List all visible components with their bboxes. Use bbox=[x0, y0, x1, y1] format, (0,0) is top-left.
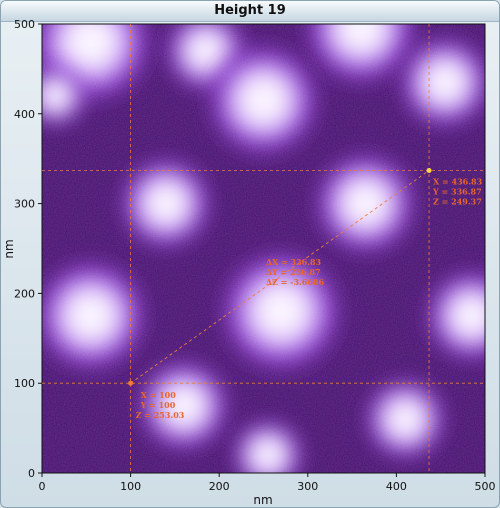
cursor-2-y-label: Y = 336.87 bbox=[432, 186, 482, 196]
cursor-2-z-label: Z = 249.37 bbox=[433, 196, 482, 206]
x-tick-label: 200 bbox=[209, 480, 230, 493]
y-tick-label: 200 bbox=[14, 287, 35, 300]
window-title: Height 19 bbox=[1, 1, 499, 22]
y-axis-label: nm bbox=[2, 239, 16, 258]
x-tick-label: 500 bbox=[475, 480, 496, 493]
x-tick-label: 0 bbox=[39, 480, 46, 493]
x-axis-label: nm bbox=[253, 493, 272, 507]
y-tick-label: 500 bbox=[14, 18, 35, 31]
cursor-crosshairs bbox=[42, 24, 485, 473]
plot-border bbox=[41, 23, 486, 474]
cursor-2-marker[interactable] bbox=[426, 167, 432, 173]
y-tick-label: 400 bbox=[14, 108, 35, 121]
y-tick-label: 100 bbox=[14, 377, 35, 390]
x-tick-label: 100 bbox=[120, 480, 141, 493]
y-tick-label: 300 bbox=[14, 198, 35, 211]
x-tick-label: 400 bbox=[386, 480, 407, 493]
cursor-1-y-label: Y = 100 bbox=[140, 400, 176, 410]
cursor-1-z-label: Z = 253.03 bbox=[136, 410, 185, 420]
delta-y-label: ΔY = 236.87 bbox=[266, 267, 321, 277]
delta-z-label: ΔZ = -3.6686 bbox=[266, 277, 325, 287]
x-tick-label: 300 bbox=[297, 480, 318, 493]
cursor-1-x-label: X = 100 bbox=[141, 390, 177, 400]
cursor-1-marker[interactable] bbox=[128, 380, 134, 386]
cursor-2-x-label: X = 436.83 bbox=[433, 176, 483, 186]
noise-overlay bbox=[42, 24, 485, 473]
axis-ticks: 0 100 200 300 400 500 0 100 200 300 400 500 bbox=[14, 18, 496, 493]
cursor-connection-line bbox=[130, 170, 430, 384]
y-tick-label: 0 bbox=[28, 467, 35, 480]
delta-x-label: ΔX = 336.83 bbox=[266, 257, 322, 267]
